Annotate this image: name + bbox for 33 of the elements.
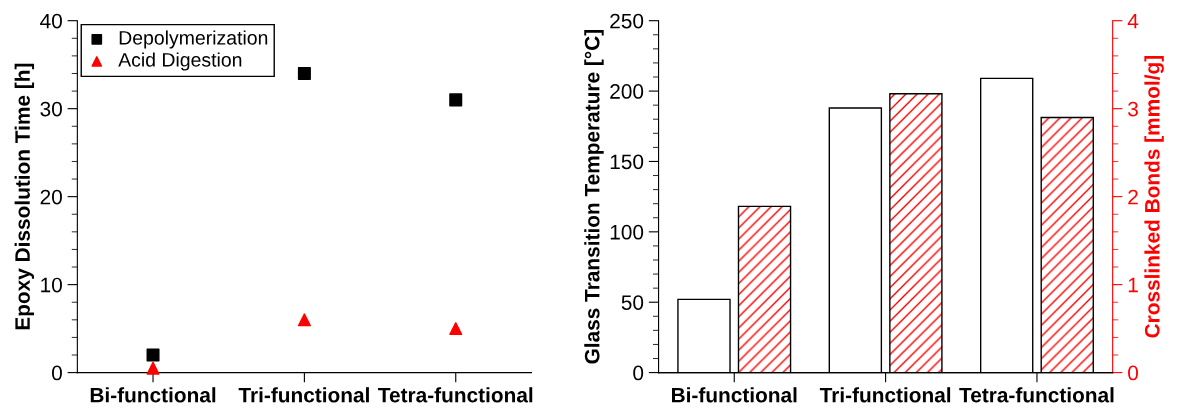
y-tick-label: 40 bbox=[40, 13, 62, 29]
y-tick-label: 10 bbox=[41, 277, 62, 293]
y-tick-label: 50 bbox=[621, 295, 644, 310]
y-tick-label: 0 bbox=[633, 365, 644, 381]
y2-tick-label: 0 bbox=[1128, 365, 1138, 381]
x-tick-label: Tetra-functional bbox=[959, 387, 1114, 403]
y-tick-label: 0 bbox=[52, 365, 62, 381]
point bbox=[297, 66, 311, 80]
x-tick-label: Bi-functional bbox=[90, 387, 216, 403]
point bbox=[449, 93, 463, 107]
x-tick-label: Tri-functional bbox=[819, 387, 951, 403]
point bbox=[297, 313, 311, 327]
y2-tick-label: 2 bbox=[1128, 189, 1138, 205]
y-tick-label: 30 bbox=[40, 101, 62, 117]
y2-tick-label: 1 bbox=[1128, 277, 1138, 293]
point bbox=[449, 322, 463, 336]
y-axis-title: Glass Transition Temperature [°C] bbox=[584, 30, 604, 364]
legend-label: Depolymerization bbox=[119, 30, 268, 49]
y2-axis-title: Crosslinked Bonds [mmol/g] bbox=[1144, 56, 1164, 338]
point bbox=[146, 361, 160, 375]
y2-tick-label: 3 bbox=[1128, 101, 1138, 117]
y-tick-label: 150 bbox=[610, 154, 644, 170]
y-axis-title: Epoxy Dissolution Time [h] bbox=[14, 63, 35, 330]
y2-tick-label: 4 bbox=[1127, 13, 1139, 29]
y-tick-label: 20 bbox=[40, 189, 62, 205]
x-tick-label: Bi-functional bbox=[672, 387, 797, 403]
y-tick-label: 200 bbox=[610, 84, 644, 99]
x-tick-label: Tri-functional bbox=[238, 387, 369, 403]
y-tick-label: 100 bbox=[610, 224, 644, 240]
point bbox=[146, 348, 160, 362]
legend-label: Acid Digestion bbox=[118, 52, 242, 71]
x-tick-label: Tetra-functional bbox=[378, 387, 533, 403]
y-tick-label: 250 bbox=[610, 13, 644, 29]
